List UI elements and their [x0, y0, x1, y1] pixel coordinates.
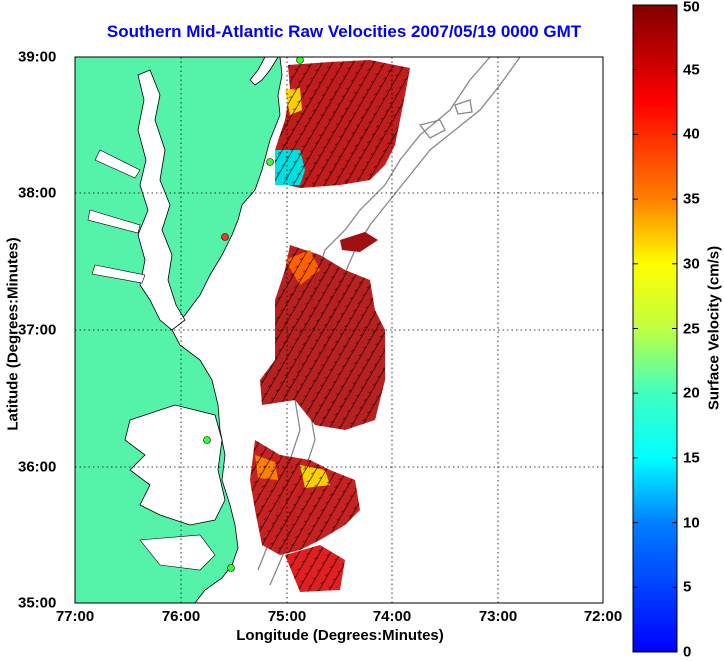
colorbar-tick-label: 0 — [683, 643, 692, 661]
y-tick-label: 39:00 — [18, 48, 57, 66]
y-tick-label: 35:00 — [18, 594, 57, 612]
radar-stations — [203, 57, 304, 572]
station-marker — [221, 233, 229, 241]
sound-south — [139, 534, 216, 571]
x-tick-label: 73:00 — [478, 608, 518, 625]
x-tick-label: 77:00 — [55, 608, 95, 625]
grid-lines — [75, 57, 603, 603]
colorbar-tick-label: 45 — [683, 61, 700, 79]
bay-inlet-1 — [94, 149, 141, 179]
plot-frame — [74, 56, 604, 604]
station-marker — [266, 158, 274, 166]
colorbar-ticks — [633, 69, 677, 588]
colorbar-tick-label: 10 — [683, 514, 700, 532]
station-marker — [227, 564, 235, 572]
colorbar-tick-label: 35 — [683, 190, 700, 208]
velocity-patch-small — [340, 232, 378, 252]
colorbar-tick-label: 20 — [683, 384, 700, 402]
y-tick-label: 38:00 — [18, 184, 57, 202]
colorbar-tick-label: 15 — [683, 449, 700, 467]
colorbar-tick-label: 25 — [683, 320, 700, 338]
map-title: Southern Mid-Atlantic Raw Velocities 200… — [106, 22, 582, 41]
y-axis-label: Latitude (Degrees:Minutes) — [4, 237, 22, 431]
land-mass — [75, 57, 283, 603]
x-tick-label: 72:00 — [583, 608, 623, 625]
x-tick-label: 76:00 — [161, 608, 201, 625]
y-tick-label: 36:00 — [18, 458, 57, 476]
pamlico-sound — [124, 404, 226, 526]
colorbar — [632, 4, 678, 653]
colorbar-tick-label: 5 — [683, 578, 692, 596]
colorbar-tick-label: 40 — [683, 125, 700, 143]
station-marker — [203, 436, 211, 444]
y-tick-label: 37:00 — [18, 321, 57, 339]
x-axis-label: Longitude (Degrees:Minutes) — [236, 627, 444, 644]
colorbar-tick-label: 50 — [683, 0, 700, 16]
colorbar-label: Surface Velocity (cm/s) — [705, 245, 723, 411]
colorbar-tick-label: 30 — [683, 255, 700, 273]
x-tick-label: 75:00 — [267, 608, 307, 625]
velocity-vectors — [250, 60, 410, 592]
bay-inlet-2 — [87, 209, 141, 234]
delaware-bay — [249, 57, 279, 86]
x-tick-label: 74:00 — [372, 608, 412, 625]
chesapeake-bay — [137, 69, 186, 331]
bay-inlet-3 — [91, 264, 146, 284]
station-marker — [296, 57, 304, 64]
